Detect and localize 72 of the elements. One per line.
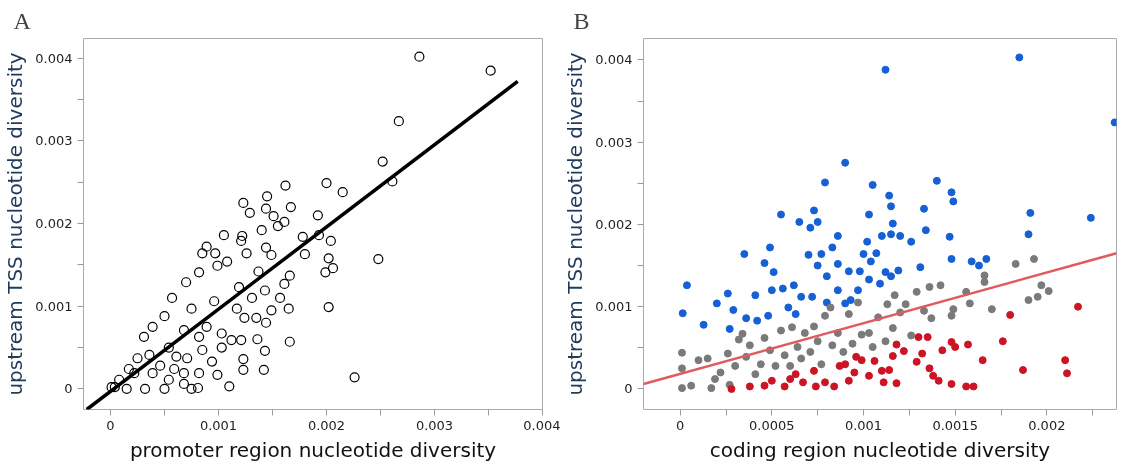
y-tick-label: 0.001 [595, 299, 633, 315]
point [964, 340, 972, 349]
point [786, 375, 795, 384]
point [767, 376, 776, 385]
point [934, 376, 943, 385]
y-tick-label: 0.002 [595, 216, 633, 232]
point [830, 382, 839, 391]
point [799, 378, 807, 387]
chart-title: B [573, 7, 590, 34]
point [810, 366, 818, 375]
point [811, 382, 820, 391]
x-tick-label: 0.0005 [749, 417, 795, 433]
x-tick-label: 0.001 [844, 417, 883, 433]
x-tick-label: 0 [676, 417, 685, 433]
point [791, 370, 800, 379]
point [938, 346, 947, 355]
point [852, 352, 861, 361]
point [760, 381, 769, 390]
x-tick-label: 0.002 [307, 417, 346, 433]
y-tick-label: 0.003 [35, 133, 73, 149]
y-tick-label: 0 [624, 381, 633, 397]
x-tick-label: 0.003 [415, 417, 454, 433]
y-axis-title: upstream TSS nucleotide diversity [563, 52, 588, 396]
point [947, 380, 956, 388]
point [888, 352, 897, 361]
point [978, 356, 987, 365]
point [870, 356, 879, 365]
point [998, 337, 1007, 346]
point [929, 371, 938, 380]
y-tick-label: 0.004 [35, 50, 73, 66]
point [918, 349, 927, 358]
x-tick-label: 0.004 [523, 417, 561, 433]
point [951, 342, 960, 351]
point [925, 364, 934, 373]
y-tick-label: 0 [64, 381, 73, 397]
point [844, 376, 853, 385]
point [857, 356, 866, 365]
point [865, 371, 873, 380]
point [969, 382, 978, 391]
point [892, 340, 901, 349]
x-axis-title: coding region nucleotide diversity [709, 437, 1051, 462]
point [780, 382, 789, 391]
point [962, 382, 971, 391]
y-tick-label: 0.003 [595, 134, 633, 150]
x-tick-label: 0 [106, 417, 115, 433]
x-axis-title: promoter region nucleotide diversity [129, 437, 497, 462]
point [879, 378, 888, 387]
x-tick-label: 0.001 [199, 417, 238, 433]
point [850, 368, 859, 377]
x-tick-label: 0.0015 [932, 417, 978, 433]
chart-title: A [13, 7, 32, 34]
y-tick-label: 0.001 [35, 298, 73, 314]
point [727, 384, 736, 393]
point [892, 379, 901, 388]
x-tick-label: 0.002 [1028, 417, 1066, 433]
point [1006, 310, 1015, 319]
point [1019, 366, 1027, 375]
point [1063, 369, 1071, 378]
point [821, 378, 829, 387]
y-axis-title: upstream TSS nucleotide diversity [3, 52, 28, 396]
point [923, 333, 932, 342]
point [912, 357, 921, 366]
point [877, 366, 886, 375]
point [914, 333, 923, 342]
y-tick-label: 0.002 [35, 216, 73, 232]
point [1074, 302, 1082, 311]
point [885, 366, 894, 375]
point [1061, 356, 1070, 365]
point [841, 360, 850, 369]
point [899, 347, 908, 356]
y-tick-label: 0.004 [595, 52, 633, 68]
point [745, 382, 754, 391]
